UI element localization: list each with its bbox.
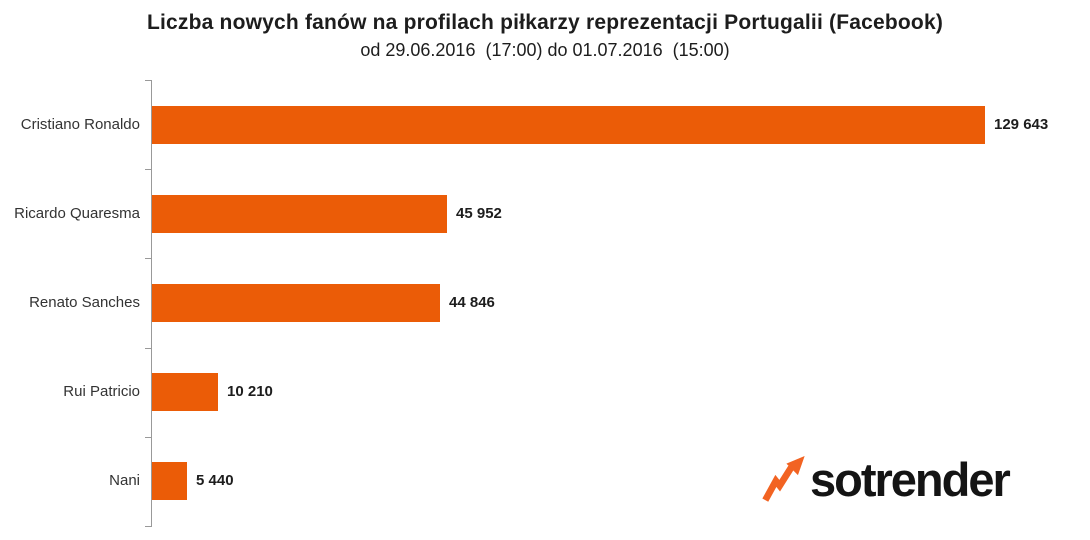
chart-title: Liczba nowych fanów na profilach piłkarz… [146,11,944,34]
bar [152,462,187,500]
bar [152,373,218,411]
bar [152,106,985,144]
category-label: Renato Sanches [29,294,140,311]
value-label: 10 210 [227,383,273,400]
value-label: 5 440 [196,472,234,489]
value-label: 44 846 [449,294,495,311]
value-label: 129 643 [994,116,1049,133]
chart-subtitle: od 29.06.2016 (17:00) do 01.07.2016 (15:… [360,40,730,60]
category-label: Rui Patricio [63,383,140,400]
y-axis-line [151,80,152,527]
bar [152,195,447,233]
axis-tick [145,80,151,81]
trend-arrow-icon [762,455,805,502]
sotrender-logo: sotrender [761,453,1011,506]
value-label: 45 952 [456,205,502,222]
axis-tick [145,169,151,170]
bar [152,284,440,322]
axis-tick [145,348,151,349]
logo-text: sotrender [810,453,1011,506]
category-label: Nani [109,472,140,489]
category-label: Ricardo Quaresma [14,205,140,222]
axis-tick [145,437,151,438]
category-label: Cristiano Ronaldo [20,116,140,133]
axis-tick [145,526,151,527]
axis-tick [145,258,151,259]
